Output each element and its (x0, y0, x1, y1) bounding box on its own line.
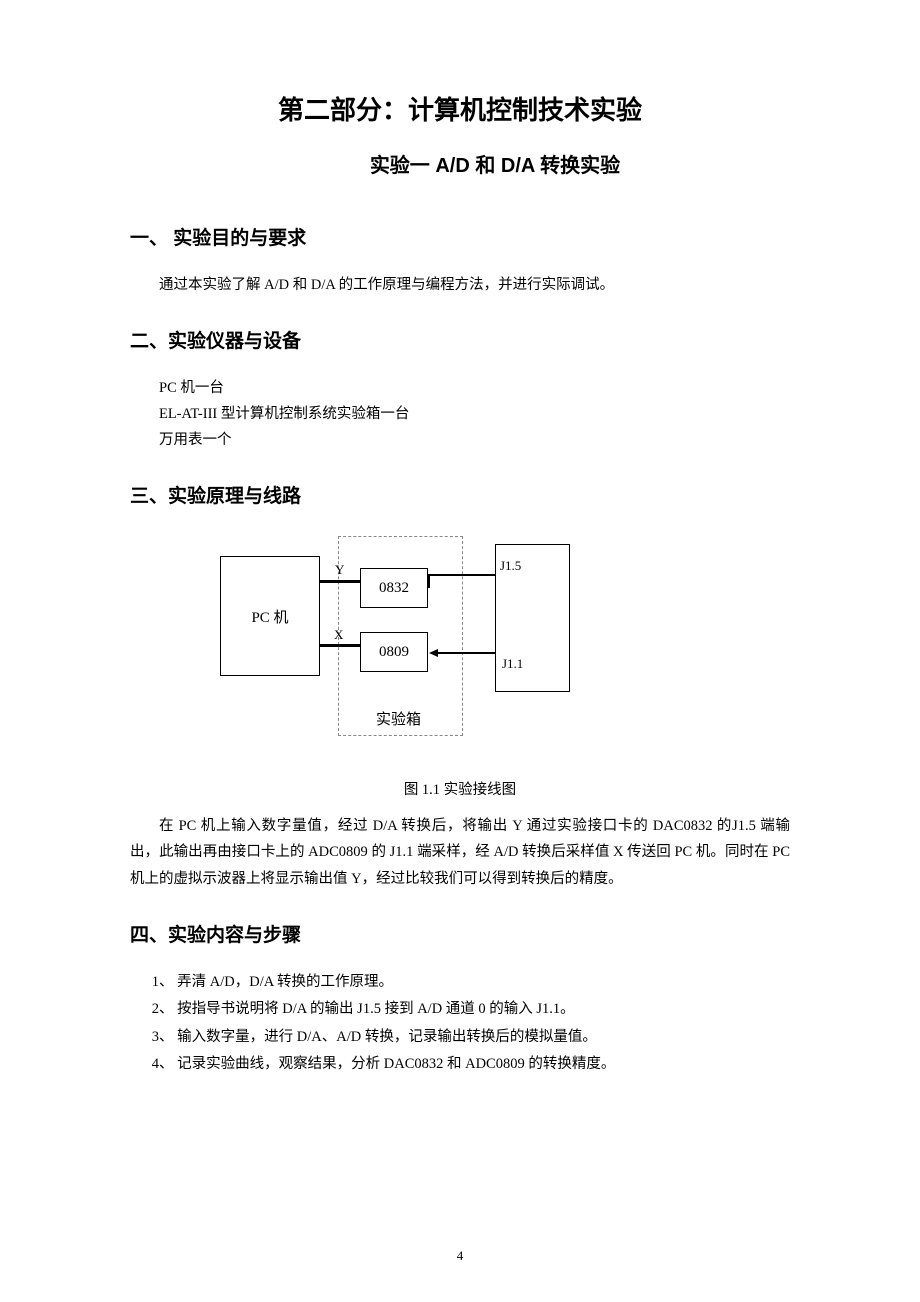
line-j15-h1 (428, 574, 495, 576)
figure-caption: 图 1.1 实验接线图 (130, 778, 790, 799)
equipment-item-2: EL-AT-III 型计算机控制系统实验箱一台 (130, 401, 790, 427)
section-1-body: 通过本实验了解 A/D 和 D/A 的工作原理与编程方法，并进行实际调试。 (130, 272, 790, 298)
chip-0832-label: 0832 (379, 580, 409, 597)
chip-0809-box: 0809 (360, 632, 428, 672)
chip-0809-label: 0809 (379, 644, 409, 661)
main-title: 第二部分：计算机控制技术实验 (130, 90, 790, 127)
sub-title: 实验一 A/D 和 D/A 转换实验 (130, 149, 790, 178)
wiring-diagram: PC 机 0832 0809 Y X J1.5 J1.1 实验箱 (130, 530, 790, 760)
experiment-box-label: 实验箱 (376, 708, 421, 729)
pc-label: PC 机 (251, 606, 288, 627)
step-3: 3、 输入数字量，进行 D/A、A/D 转换，记录输出转换后的模拟量值。 (130, 1024, 790, 1052)
section-4-heading: 四、实验内容与步骤 (130, 920, 790, 947)
equipment-item-3: 万用表一个 (130, 427, 790, 453)
equipment-item-1: PC 机一台 (130, 375, 790, 401)
line-j11 (437, 652, 495, 654)
section-2-heading: 二、实验仪器与设备 (130, 326, 790, 353)
j11-label: J1.1 (502, 656, 523, 672)
line-j15-v (428, 574, 430, 588)
section-1-heading: 一、 实验目的与要求 (130, 223, 790, 250)
line-x (320, 644, 360, 647)
section-3-heading: 三、实验原理与线路 (130, 481, 790, 508)
step-4: 4、 记录实验曲线，观察结果，分析 DAC0832 和 ADC0809 的转换精… (130, 1051, 790, 1079)
arrow-j11-icon (429, 649, 438, 657)
j15-label: J1.5 (500, 558, 521, 574)
pc-box: PC 机 (220, 556, 320, 676)
page-number: 4 (0, 1248, 920, 1264)
y-label: Y (335, 562, 344, 578)
step-2: 2、 按指导书说明将 D/A 的输出 J1.5 接到 A/D 通道 0 的输入 … (130, 996, 790, 1024)
step-1: 1、 弄清 A/D，D/A 转换的工作原理。 (130, 969, 790, 997)
chip-0832-box: 0832 (360, 568, 428, 608)
section-3-body: 在 PC 机上输入数字量值，经过 D/A 转换后，将输出 Y 通过实验接口卡的 … (130, 813, 790, 891)
line-y (320, 580, 360, 583)
x-label: X (334, 627, 343, 643)
